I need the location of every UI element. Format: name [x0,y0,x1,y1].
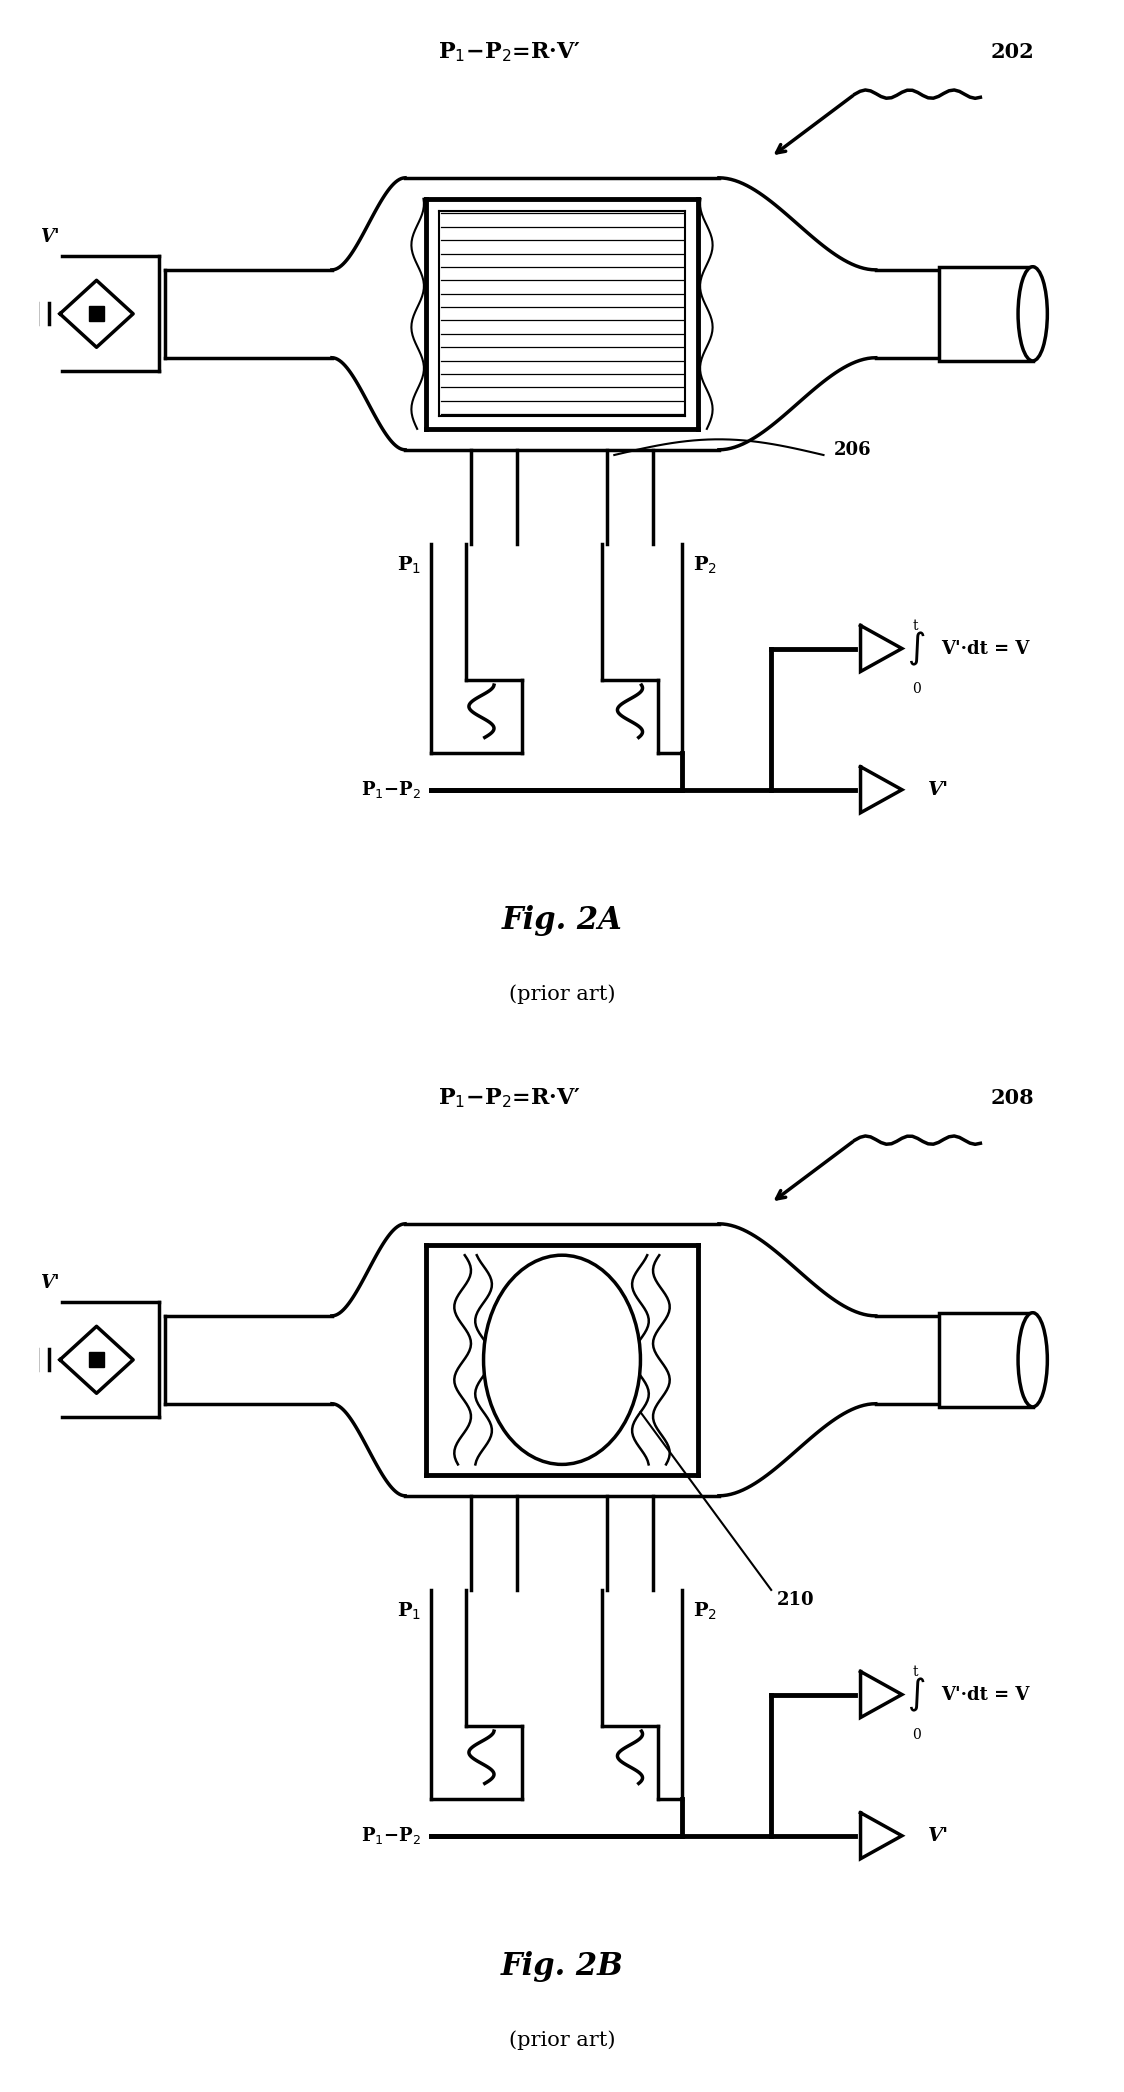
Text: (prior art): (prior art) [509,983,615,1004]
Text: 0: 0 [913,682,922,697]
Text: t: t [913,1665,918,1678]
Text: V': V' [928,780,950,799]
Text: 0: 0 [913,1728,922,1743]
Text: V': V' [39,228,60,247]
Polygon shape [89,308,103,320]
Text: P$_1$−P$_2$=R·V′: P$_1$−P$_2$=R·V′ [438,1086,581,1111]
Text: P$_2$: P$_2$ [692,1600,717,1621]
Text: P$_2$: P$_2$ [692,554,717,575]
Text: (prior art): (prior art) [509,2029,615,2050]
Bar [939,266,1033,360]
Text: 208: 208 [991,1088,1034,1109]
Polygon shape [89,1351,103,1368]
Text: P$_1$−P$_2$: P$_1$−P$_2$ [361,778,420,801]
Text: V': V' [39,1274,60,1291]
Text: P$_1$: P$_1$ [397,1600,420,1621]
Text: P$_1$−P$_2$=R·V′: P$_1$−P$_2$=R·V′ [438,40,581,65]
Ellipse shape [1018,268,1048,360]
Bar [939,1314,1033,1406]
Text: 206: 206 [834,441,871,458]
Ellipse shape [1018,1314,1048,1406]
Text: $\int$: $\int$ [907,1676,925,1713]
Text: 210: 210 [777,1592,814,1609]
Text: V': V' [928,1826,950,1845]
Text: Fig. 2A: Fig. 2A [501,906,623,935]
Text: Fig. 2B: Fig. 2B [500,1952,624,1981]
Text: V'·dt = V: V'·dt = V [941,640,1030,657]
Text: V'·dt = V: V'·dt = V [941,1686,1030,1703]
Text: P$_1$−P$_2$: P$_1$−P$_2$ [361,1824,420,1847]
Text: 202: 202 [991,42,1034,63]
Text: t: t [913,619,918,632]
Text: P$_1$: P$_1$ [397,554,420,575]
Text: $\int$: $\int$ [907,630,925,667]
Ellipse shape [483,1255,641,1464]
